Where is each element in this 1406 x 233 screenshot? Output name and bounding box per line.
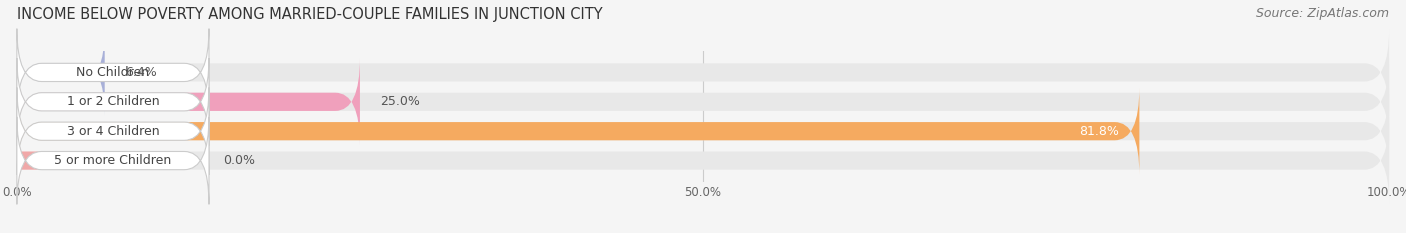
Text: 5 or more Children: 5 or more Children <box>55 154 172 167</box>
FancyBboxPatch shape <box>17 29 209 116</box>
Text: 0.0%: 0.0% <box>222 154 254 167</box>
FancyBboxPatch shape <box>17 87 1139 175</box>
Text: 1 or 2 Children: 1 or 2 Children <box>66 95 159 108</box>
Text: 81.8%: 81.8% <box>1078 125 1119 138</box>
Text: 3 or 4 Children: 3 or 4 Children <box>66 125 159 138</box>
Text: No Children: No Children <box>76 66 149 79</box>
FancyBboxPatch shape <box>17 87 1389 175</box>
Text: Source: ZipAtlas.com: Source: ZipAtlas.com <box>1256 7 1389 20</box>
Text: 6.4%: 6.4% <box>125 66 157 79</box>
FancyBboxPatch shape <box>17 87 209 175</box>
FancyBboxPatch shape <box>17 58 209 146</box>
FancyBboxPatch shape <box>17 29 1389 116</box>
FancyBboxPatch shape <box>17 58 1389 146</box>
FancyBboxPatch shape <box>17 58 360 146</box>
Text: 25.0%: 25.0% <box>381 95 420 108</box>
FancyBboxPatch shape <box>17 117 209 204</box>
FancyBboxPatch shape <box>0 117 42 204</box>
FancyBboxPatch shape <box>17 117 1389 204</box>
Text: INCOME BELOW POVERTY AMONG MARRIED-COUPLE FAMILIES IN JUNCTION CITY: INCOME BELOW POVERTY AMONG MARRIED-COUPL… <box>17 7 603 22</box>
FancyBboxPatch shape <box>17 29 104 116</box>
